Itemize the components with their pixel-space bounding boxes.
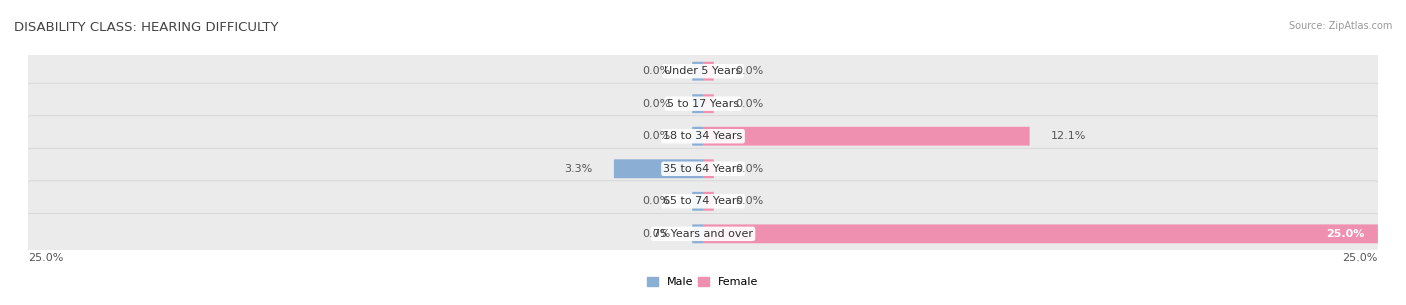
FancyBboxPatch shape [27, 83, 1379, 124]
FancyBboxPatch shape [703, 127, 1029, 146]
Text: 25.0%: 25.0% [1343, 253, 1378, 263]
Text: 0.0%: 0.0% [643, 99, 671, 109]
Text: 0.0%: 0.0% [643, 229, 671, 239]
Text: 5 to 17 Years: 5 to 17 Years [666, 99, 740, 109]
FancyBboxPatch shape [692, 224, 703, 243]
Text: 0.0%: 0.0% [735, 196, 763, 206]
FancyBboxPatch shape [27, 51, 1379, 92]
Text: 25.0%: 25.0% [28, 253, 63, 263]
FancyBboxPatch shape [27, 148, 1379, 189]
Text: 0.0%: 0.0% [735, 99, 763, 109]
FancyBboxPatch shape [703, 192, 714, 211]
Text: 3.3%: 3.3% [564, 164, 592, 174]
Legend: Male, Female: Male, Female [647, 277, 759, 288]
FancyBboxPatch shape [27, 181, 1379, 222]
Text: 0.0%: 0.0% [643, 196, 671, 206]
FancyBboxPatch shape [692, 127, 703, 146]
FancyBboxPatch shape [692, 192, 703, 211]
Text: 0.0%: 0.0% [643, 131, 671, 141]
FancyBboxPatch shape [692, 62, 703, 81]
FancyBboxPatch shape [703, 94, 714, 113]
FancyBboxPatch shape [703, 159, 714, 178]
FancyBboxPatch shape [27, 116, 1379, 157]
Text: 65 to 74 Years: 65 to 74 Years [664, 196, 742, 206]
Text: 12.1%: 12.1% [1052, 131, 1087, 141]
Text: DISABILITY CLASS: HEARING DIFFICULTY: DISABILITY CLASS: HEARING DIFFICULTY [14, 21, 278, 34]
Text: Under 5 Years: Under 5 Years [665, 66, 741, 76]
FancyBboxPatch shape [614, 159, 703, 178]
FancyBboxPatch shape [692, 94, 703, 113]
FancyBboxPatch shape [703, 224, 1378, 243]
Text: 0.0%: 0.0% [735, 66, 763, 76]
Text: 18 to 34 Years: 18 to 34 Years [664, 131, 742, 141]
FancyBboxPatch shape [703, 62, 714, 81]
Text: Source: ZipAtlas.com: Source: ZipAtlas.com [1288, 21, 1392, 31]
FancyBboxPatch shape [27, 213, 1379, 254]
Text: 25.0%: 25.0% [1326, 229, 1364, 239]
Text: 35 to 64 Years: 35 to 64 Years [664, 164, 742, 174]
Text: 0.0%: 0.0% [643, 66, 671, 76]
Text: 0.0%: 0.0% [735, 164, 763, 174]
Text: 75 Years and over: 75 Years and over [652, 229, 754, 239]
